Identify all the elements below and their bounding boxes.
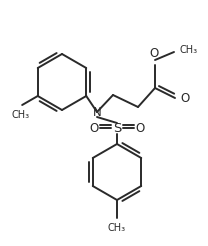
Text: O: O [180,92,189,106]
Text: CH₃: CH₃ [11,110,29,120]
Text: O: O [89,122,99,135]
Text: CH₃: CH₃ [108,223,126,233]
Text: CH₃: CH₃ [179,45,197,55]
Text: N: N [93,106,101,119]
Text: O: O [149,47,159,60]
Text: S: S [113,122,121,135]
Text: O: O [135,122,145,135]
